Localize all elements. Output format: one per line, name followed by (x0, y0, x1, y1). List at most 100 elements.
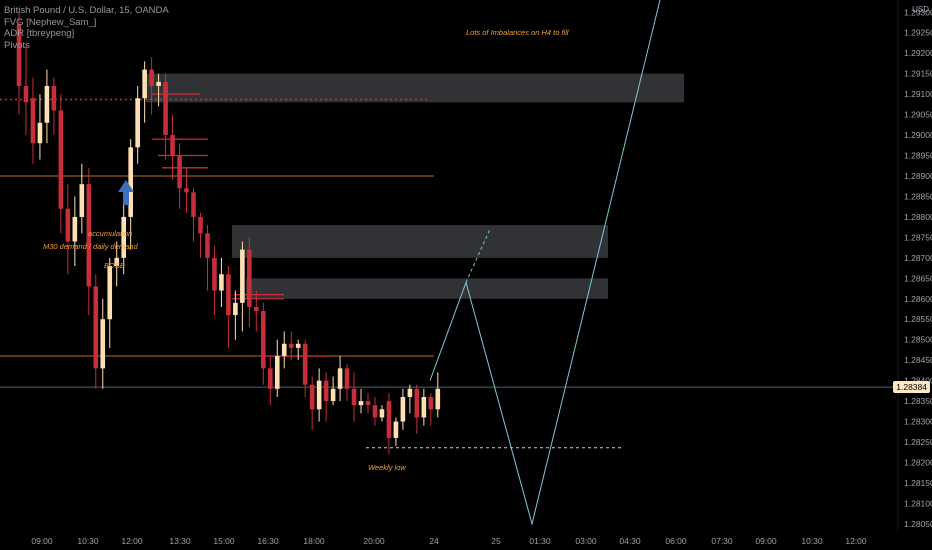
time-tick: 09:00 (31, 536, 53, 546)
candle (267, 368, 273, 389)
chart-legend: British Pound / U.S. Dollar, 15, OANDA F… (4, 5, 169, 51)
candle (72, 216, 78, 242)
projection-dashed (465, 228, 491, 283)
time-tick: 15:00 (213, 536, 235, 546)
candle (400, 396, 406, 422)
candle (191, 192, 196, 217)
symbol-title: British Pound / U.S. Dollar, 15, OANDA (4, 5, 169, 16)
candle (23, 85, 29, 103)
candle (37, 122, 43, 144)
price-tick: 1.29000 (904, 130, 932, 140)
candle (323, 380, 329, 402)
candle (58, 110, 64, 209)
indicator-fvg[interactable]: FVG [Nephew_Sam_] (4, 16, 97, 28)
price-tick: 1.29200 (904, 48, 932, 58)
time-tick: 20:00 (363, 536, 385, 546)
price-tick: 1.29300 (904, 7, 932, 17)
price-tick: 1.28750 (904, 232, 932, 242)
candle (226, 274, 231, 316)
candle (121, 216, 126, 258)
projection-path (118, 0, 661, 526)
time-tick: 10:30 (801, 536, 823, 546)
candle (198, 216, 203, 234)
candle (351, 388, 357, 406)
candle (316, 380, 322, 410)
candle (302, 343, 308, 385)
candles (16, 12, 441, 455)
horizontal-levels (0, 93, 898, 449)
projection-line (429, 0, 661, 526)
candle (372, 405, 378, 418)
candle (393, 421, 399, 438)
candle (205, 233, 210, 258)
fvg-zone (232, 225, 608, 258)
anno-bos: BOSB (104, 261, 125, 270)
candle (247, 249, 252, 307)
price-tick: 1.29050 (904, 110, 932, 120)
candle (16, 24, 22, 86)
candle (100, 319, 106, 369)
indicator-pivots[interactable]: Pivots (4, 39, 30, 51)
price-tick: 1.28500 (904, 335, 932, 345)
price-tick: 1.28400 (904, 376, 932, 386)
indicator-adr[interactable]: ADR [tbreypeng] (4, 28, 75, 39)
price-tick: 1.28150 (904, 478, 932, 488)
candle (288, 343, 294, 348)
price-tick: 1.29150 (904, 69, 932, 79)
candle (79, 184, 85, 217)
anno-imbalances: Lots of Imbalances on H4 to fill (466, 28, 569, 37)
anno-accumulation: accumulation (88, 229, 132, 238)
annotations: Lots of Imbalances on H4 to fill accumula… (43, 28, 569, 472)
fvg-zones (146, 73, 684, 299)
price-tick: 1.29100 (904, 89, 932, 99)
candle (261, 311, 266, 369)
candle (428, 396, 434, 410)
price-tick: 1.28900 (904, 171, 932, 181)
candle (114, 257, 120, 267)
time-tick: 07:30 (711, 536, 733, 546)
candle (65, 208, 71, 242)
price-tick: 1.28700 (904, 253, 932, 263)
fvg-zone (146, 73, 684, 103)
candle (407, 388, 413, 397)
candle (30, 98, 36, 144)
candle (309, 384, 315, 410)
time-tick: 09:00 (755, 536, 777, 546)
candle (337, 368, 343, 389)
price-tick: 1.28200 (904, 457, 932, 467)
currency-label: USD (912, 5, 929, 14)
candle (274, 356, 280, 389)
time-tick: 12:00 (845, 536, 867, 546)
price-tick: 1.28050 (904, 519, 932, 529)
candle (177, 155, 182, 189)
time-tick: 25 (491, 536, 501, 546)
anno-weekly-low: Weekly low (368, 463, 406, 472)
candle (44, 85, 50, 123)
anno-demand: M30 demand / daily demand (43, 242, 138, 251)
price-axis: 1.29300 1.29250 1.29200 1.29150 1.29100 1.290… (904, 7, 932, 529)
candle (379, 409, 385, 418)
candle (107, 266, 113, 320)
price-tick: 1.28100 (904, 498, 932, 508)
time-tick: 18:00 (303, 536, 325, 546)
candle (330, 388, 336, 402)
candle (344, 368, 350, 389)
time-tick: 04:30 (619, 536, 641, 546)
arrow-up-icon (118, 180, 134, 205)
time-tick: 06:00 (665, 536, 687, 546)
candle (184, 188, 189, 193)
time-tick: 24 (429, 536, 439, 546)
price-tick: 1.28300 (904, 417, 932, 427)
time-tick: 01:30 (529, 536, 551, 546)
price-tick: 1.28550 (904, 314, 932, 324)
candle (156, 81, 161, 86)
time-tick: 12:00 (121, 536, 143, 546)
candle (86, 184, 92, 287)
candle (358, 401, 364, 406)
candle (254, 306, 259, 312)
time-tick: 13:30 (169, 536, 191, 546)
candle (149, 69, 154, 86)
price-tick: 1.28950 (904, 151, 932, 161)
candle (295, 343, 301, 348)
